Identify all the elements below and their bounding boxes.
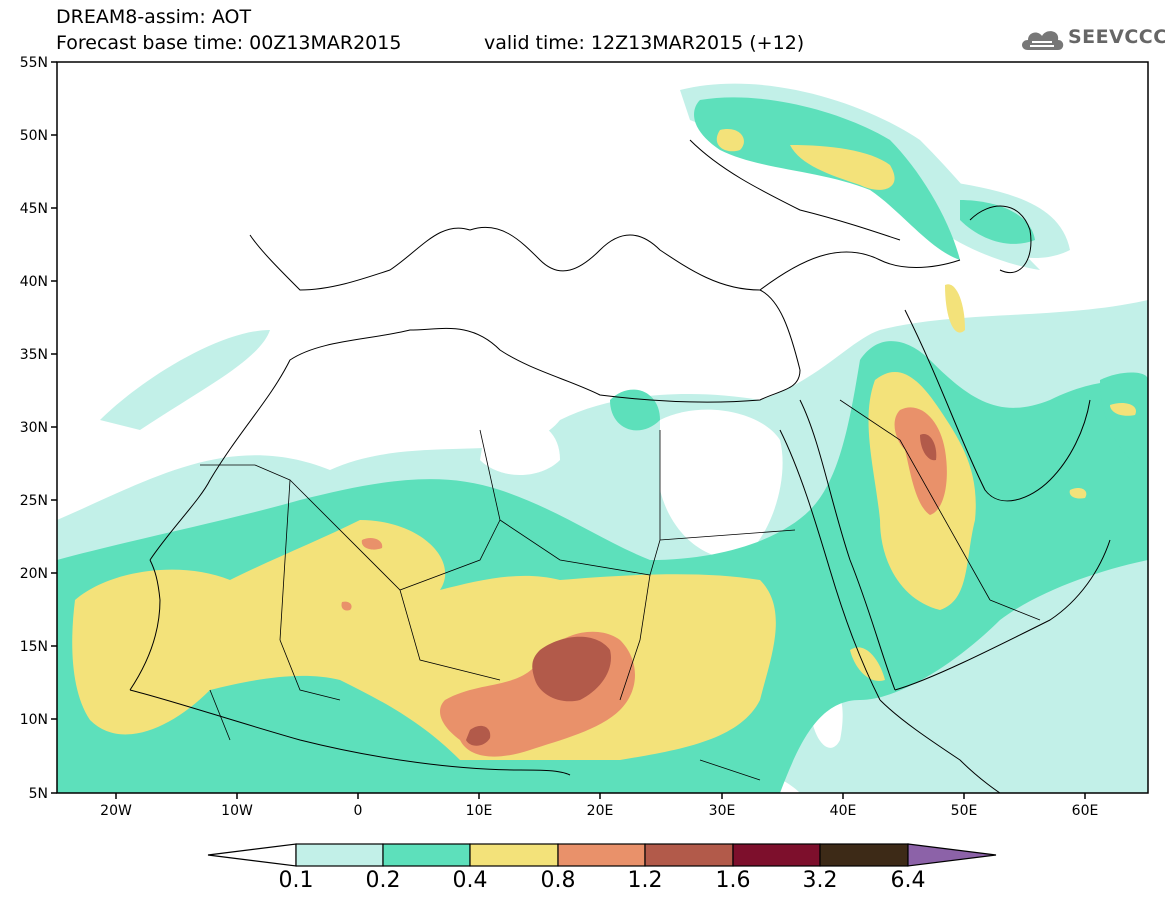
lon-label: 50E <box>951 803 978 819</box>
lat-label: 30N <box>20 420 48 436</box>
lon-label: 0 <box>354 803 363 819</box>
colorbar-label: 3.2 <box>802 868 838 893</box>
lat-label: 5N <box>29 786 48 802</box>
lat-label: 20N <box>20 566 48 582</box>
coastlines <box>129 139 1111 793</box>
lat-label: 45N <box>20 201 48 217</box>
latitude-axis: 55N 50N 45N 40N 35N 30N 25N 20N 15N 10N … <box>20 55 57 802</box>
lon-label: 20E <box>587 803 614 819</box>
lat-label: 35N <box>20 347 48 363</box>
forecast-base-time: Forecast base time: 00Z13MAR2015 <box>56 32 402 54</box>
colorbar-label: 1.6 <box>715 868 751 893</box>
colorbar-label: 0.1 <box>278 868 314 893</box>
longitude-axis: 20W 10W 0 10E 20E 30E 40E 50E 60E <box>100 793 1098 819</box>
lat-label: 25N <box>20 493 48 509</box>
colorbar-label: 6.4 <box>890 868 926 893</box>
lat-label: 40N <box>20 274 48 290</box>
colorbar-label: 1.2 <box>627 868 663 893</box>
logo-text: SEEVCCC <box>1068 26 1165 48</box>
cloud-icon <box>1022 31 1064 50</box>
lon-label: 10W <box>221 803 253 819</box>
country-borders <box>200 399 1041 781</box>
lat-label: 15N <box>20 639 48 655</box>
lat-label: 50N <box>20 128 48 144</box>
colorbar-label: 0.4 <box>452 868 488 893</box>
lat-label: 55N <box>20 55 48 71</box>
lat-label: 10N <box>20 712 48 728</box>
seevccc-logo: SEEVCCC <box>1018 22 1165 58</box>
lon-label: 60E <box>1072 803 1099 819</box>
lon-label: 30E <box>709 803 736 819</box>
aot-level-1-2 <box>466 434 937 746</box>
lon-label: 40E <box>830 803 857 819</box>
chart-title: DREAM8-assim: AOT <box>56 6 252 28</box>
valid-time: valid time: 12Z13MAR2015 (+12) <box>484 32 805 54</box>
colorbar-label: 0.8 <box>540 868 576 893</box>
colorbar-label: 0.2 <box>365 868 401 893</box>
lon-label: 10E <box>466 803 493 819</box>
lon-label: 20W <box>100 803 132 819</box>
